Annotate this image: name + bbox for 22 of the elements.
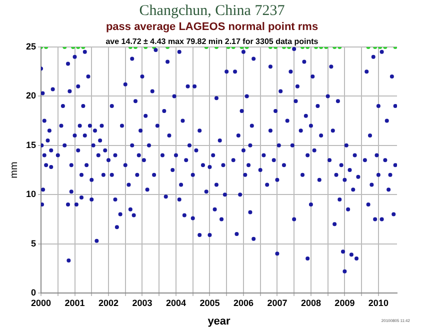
x-tick-label: 2004 [166,298,186,308]
chart-title: Changchun, China 7237 [138,3,286,20]
chart-subtitle: pass average LAGEOS normal point rms [104,21,320,33]
x-tick-label: 2008 [300,298,321,308]
y-tick-label: 25 [26,41,36,52]
y-tick-label: 10 [26,189,36,200]
x-tick-label: 2010 [368,298,388,308]
y-tick-label: 20 [26,90,36,101]
x-axis-title: year [208,315,232,328]
x-tick-label: 2005 [200,298,220,308]
x-tick-label: 2003 [132,298,152,308]
x-tick-label: 2001 [64,298,85,308]
y-tick-label: 15 [26,140,36,150]
y-tick-label: 0 [30,287,36,298]
x-tick-label: 2006 [233,298,254,308]
y-axis-title: mm [8,162,20,178]
x-tick-label: 2009 [334,298,355,308]
y-tick-label: 5 [30,238,36,248]
x-tick-label: 2002 [98,298,119,308]
x-tick-label: 2000 [30,298,52,308]
x-tick-label: 2007 [267,298,288,308]
text: ave 14.72 ± 4.43 max 79.82 min 2.17 for 3305 data points [106,37,318,46]
